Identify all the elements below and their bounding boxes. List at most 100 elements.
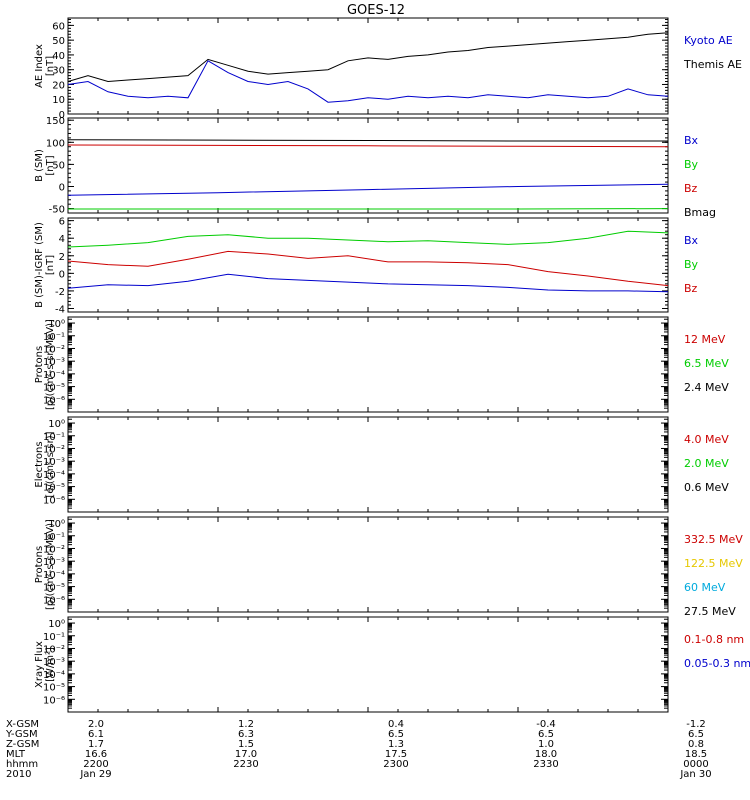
legend-entry: 60 MeV	[684, 581, 726, 594]
y-tick-label: -4	[55, 304, 65, 315]
y-axis-label: B (SM)-IGRF (SM)	[34, 222, 45, 308]
ephemeris-value: 2300	[383, 759, 408, 770]
legend-entry: By	[684, 258, 699, 271]
y-tick-label: 10⁻¹	[43, 332, 65, 343]
y-axis-label: B (SM)	[34, 149, 45, 182]
ephemeris-value: 1.3	[388, 739, 404, 750]
y-axis-label: [p/(cm²-s-sr-MeV)]	[45, 519, 56, 610]
legend-entry: 27.5 MeV	[684, 605, 736, 618]
y-tick-label: 50	[52, 160, 65, 171]
ephemeris-value: 6.5	[538, 729, 554, 740]
ephemeris-value: -0.4	[536, 719, 556, 730]
y-tick-label: 10⁻⁶	[43, 595, 65, 606]
y-tick-label: 20	[52, 80, 65, 91]
ephemeris-value: 1.0	[538, 739, 554, 750]
y-axis-label: Protons	[34, 346, 45, 383]
y-axis-label: AE Index	[34, 44, 45, 88]
ephemeris-value: 1.7	[88, 739, 104, 750]
y-tick-label: 10⁰	[48, 519, 65, 530]
ephemeris-value: 2330	[533, 759, 558, 770]
series-line-bx	[67, 183, 669, 196]
y-tick-label: 10⁻⁵	[43, 483, 65, 494]
ephemeris-row-label: 2010	[6, 769, 31, 780]
y-tick-label: 10⁻³	[43, 657, 65, 668]
y-tick-label: 10⁻³	[43, 357, 65, 368]
legend-entry: 332.5 MeV	[684, 533, 743, 546]
ephemeris-value: 2.0	[88, 719, 104, 730]
panel-bigrf: -4 -2 0 2 4 6 B (SM)-IGRF (SM) [nT] Bx By Bz	[34, 217, 699, 316]
panel-ae: 0 10 20 30 40 50 60 AE Index [nT] Kyoto AE Themis …	[34, 17, 742, 121]
panel-frame	[67, 316, 669, 413]
y-tick-label: 10⁻⁶	[43, 695, 65, 706]
ephemeris-table: X-GSMY-GSMZ-GSMMLThhmm20102.06.11.716.62…	[5, 719, 712, 780]
series-line-themis-ae	[67, 32, 669, 83]
y-axis-label: [nT]	[45, 155, 56, 175]
y-tick-label: 100	[46, 138, 65, 149]
y-tick-label: 10⁻⁶	[43, 495, 65, 506]
legend-entry: Themis AE	[683, 58, 742, 71]
legend-entry: 122.5 MeV	[684, 557, 743, 570]
legend-entry: Bx	[684, 134, 699, 147]
y-tick-label: 6	[59, 217, 65, 228]
y-tick-label: -50	[49, 205, 65, 216]
y-axis-label: Electrons	[34, 441, 45, 487]
ephemeris-value: 2200	[83, 759, 108, 770]
y-tick-label: 10⁻⁵	[43, 383, 65, 394]
y-tick-label: 0	[59, 182, 65, 193]
legend-entry: 2.4 MeV	[684, 381, 729, 394]
ephemeris-value: 17.5	[385, 749, 407, 760]
ephemeris-row-label: X-GSM	[6, 719, 39, 730]
y-tick-label: 10⁻⁴	[43, 670, 65, 681]
series-line-bz	[67, 250, 669, 287]
y-axis-label: Protons	[34, 546, 45, 583]
y-axis-label: [nT]	[45, 255, 56, 275]
legend-entry: 0.1-0.8 nm	[684, 633, 744, 646]
legend-entry: 4.0 MeV	[684, 433, 729, 446]
series-line-bx	[67, 273, 669, 293]
legend-entry: 2.0 MeV	[684, 457, 729, 470]
y-tick-label: -2	[55, 287, 65, 298]
ephemeris-value: -1.2	[686, 719, 706, 730]
y-tick-label: 10⁰	[48, 319, 65, 330]
panel-frame	[67, 516, 669, 613]
y-tick-label: 10⁻⁵	[43, 683, 65, 694]
ephemeris-row-label: Z-GSM	[6, 739, 39, 750]
panel-frame	[67, 616, 669, 713]
ephemeris-value: 0000	[683, 759, 708, 770]
ephemeris-row-label: MLT	[6, 749, 26, 760]
y-tick-label: 10	[52, 95, 65, 106]
ephemeris-value: 18.5	[685, 749, 707, 760]
ephemeris-value: Jan 29	[79, 769, 111, 780]
ephemeris-value: 6.1	[88, 729, 104, 740]
legend-entry: 0.6 MeV	[684, 481, 729, 494]
ephemeris-value: Jan 30	[679, 769, 711, 780]
y-tick-label: 10⁻³	[43, 557, 65, 568]
series-line-bmag	[67, 139, 668, 142]
ephemeris-value: 18.0	[535, 749, 557, 760]
y-tick-label: 10⁻²	[43, 644, 65, 655]
legend-entry: Bz	[684, 182, 698, 195]
legend-entry: 6.5 MeV	[684, 357, 729, 370]
y-axis-label: [p/(cm²-s-sr-MeV)]	[45, 319, 56, 410]
legend-entry: 0.05-0.3 nm	[684, 657, 750, 670]
y-axis-label: Xray Flux	[34, 641, 45, 688]
y-tick-label: 0	[59, 269, 65, 280]
ephemeris-value: 0.8	[688, 739, 704, 750]
y-axis-label: [e/(cm²-s-sr)]	[45, 431, 56, 497]
ephemeris-value: 6.5	[388, 729, 404, 740]
ephemeris-value: 1.5	[238, 739, 254, 750]
y-tick-label: 10⁻¹	[43, 532, 65, 543]
series-line-bz	[67, 144, 669, 148]
y-tick-label: 4	[59, 234, 65, 245]
y-tick-label: 30	[52, 66, 65, 77]
ephemeris-value: 6.5	[688, 729, 704, 740]
y-tick-label: 10⁻²	[43, 444, 65, 455]
legend-entry: By	[684, 158, 699, 171]
ephemeris-value: 1.2	[238, 719, 254, 730]
y-axis-label: [W/m²]	[45, 647, 56, 682]
panel-bsm: -50 0 50 100 150 B (SM) [nT] Bx By Bz Bmag	[34, 116, 716, 219]
